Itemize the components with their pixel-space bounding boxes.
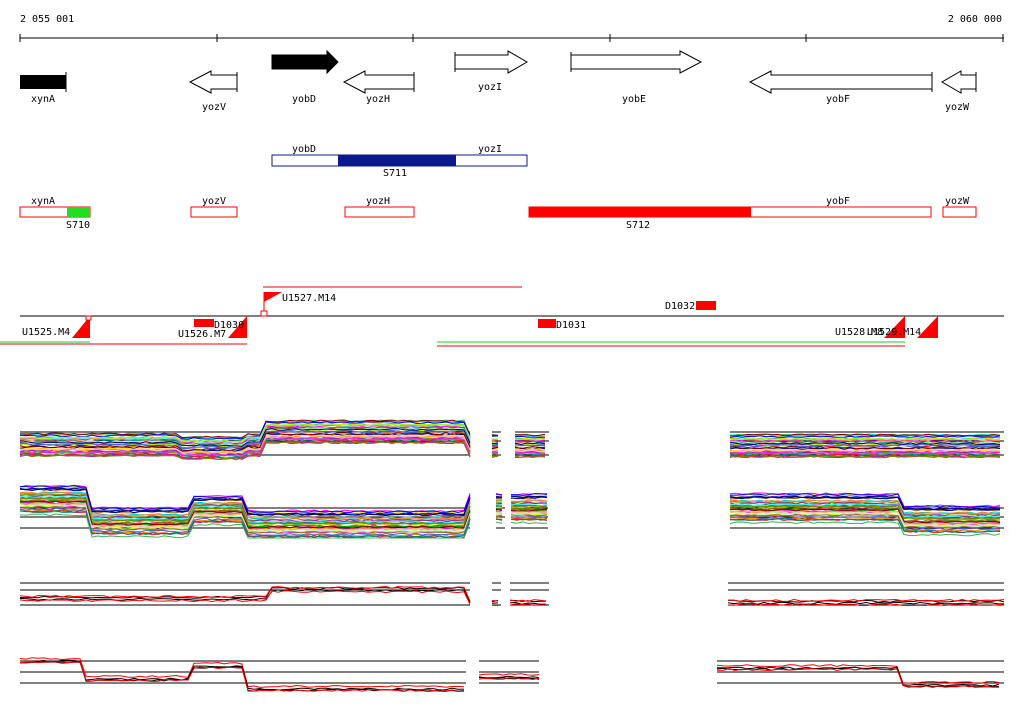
segment-S711-gene-yobD: yobD	[292, 144, 316, 155]
segment-row-2: xynA S710 yozV yozH yobF S712 yozW	[19, 196, 977, 231]
segment-yozH[interactable]: yozH	[344, 196, 415, 218]
feature-U1528-M8[interactable]: U1528.M8 U1529.M14	[835, 316, 938, 338]
expression-panel-2	[19, 484, 1004, 539]
gene-yozH[interactable]: yozH	[342, 70, 415, 105]
gene-yobD[interactable]: yobD	[271, 49, 339, 105]
segment-gene-yozV: yozV	[202, 196, 226, 207]
segment-S710-label: S710	[66, 220, 90, 231]
segment-gene-xynA: xynA	[31, 196, 55, 207]
gene-yozW[interactable]: yozW	[941, 70, 977, 113]
segment-S712[interactable]: yobF S712	[528, 196, 932, 231]
gene-label-yozI: yozI	[478, 82, 502, 93]
expression-panel-1	[19, 419, 1004, 461]
gene-label-yobE: yobE	[622, 94, 646, 105]
gene-yozV[interactable]: yozV	[188, 70, 238, 113]
segment-yozV[interactable]: yozV	[190, 196, 238, 218]
ruler-end-label: 2 060 000	[948, 14, 1002, 25]
feature-track: U1527.M14 U1525.M4 D1030 U1526.M7 D1031 …	[0, 286, 1004, 347]
feature-label-D1031: D1031	[556, 320, 586, 331]
expression-panel-4	[19, 657, 1004, 693]
segment-gene-yobF: yobF	[826, 196, 850, 207]
segment-S711-gene-yozI: yozI	[478, 144, 502, 155]
gene-track: xynA yozV yobD yozH yozI yobE	[20, 49, 977, 113]
feature-U1525-M4[interactable]: U1525.M4	[22, 315, 92, 338]
feature-label-U1525-M4: U1525.M4	[22, 327, 70, 338]
gene-yobF[interactable]: yobF	[748, 70, 933, 105]
feature-label-U1528-M8: U1528.M8	[835, 327, 883, 338]
feature-U1527-M14[interactable]: U1527.M14	[260, 292, 336, 317]
segment-gene-yozH: yozH	[366, 196, 390, 207]
feature-D1032[interactable]: D1032	[665, 301, 716, 312]
gene-label-yobF: yobF	[826, 94, 850, 105]
feature-label-U1527-M14: U1527.M14	[282, 293, 336, 304]
gene-label-yobD: yobD	[292, 94, 316, 105]
segment-xynA[interactable]: xynA S710	[19, 196, 91, 231]
feature-label-D1032: D1032	[665, 301, 695, 312]
segment-S712-label: S712	[626, 220, 650, 231]
gene-yobE[interactable]: yobE	[570, 50, 703, 105]
gene-label-yozV: yozV	[202, 102, 226, 113]
feature-D1031[interactable]: D1031	[538, 319, 586, 331]
gene-label-xynA: xynA	[31, 94, 55, 105]
gene-xynA[interactable]: xynA	[20, 72, 67, 105]
feature-label-U1526-M7: U1526.M7	[178, 329, 226, 340]
ruler-start-label: 2 055 001	[20, 14, 74, 25]
segment-gene-yozW: yozW	[945, 196, 970, 207]
feature-label-D1030: D1030	[214, 320, 244, 331]
feature-label-U1529-M14: U1529.M14	[867, 327, 921, 338]
gene-yozI[interactable]: yozI	[454, 50, 528, 93]
segment-S711-label: S711	[383, 168, 407, 179]
segment-yozW[interactable]: yozW	[942, 196, 977, 218]
expression-panels	[19, 419, 1005, 693]
coordinate-ruler: 2 055 001 2 060 000	[19, 14, 1004, 42]
expression-panel-3	[19, 582, 1005, 607]
gene-label-yozW: yozW	[945, 102, 970, 113]
feature-D1030[interactable]: D1030 U1526.M7	[178, 316, 247, 340]
segment-S711[interactable]: yobD yozI S711	[271, 144, 528, 179]
gene-label-yozH: yozH	[366, 94, 390, 105]
